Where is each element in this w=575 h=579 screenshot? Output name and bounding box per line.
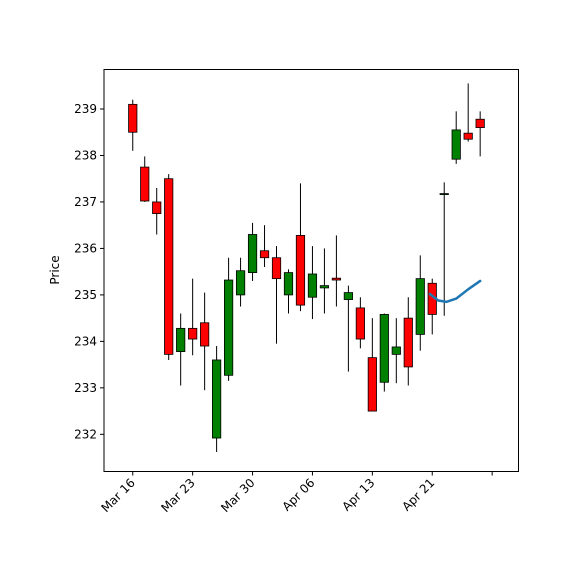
candle-body-13 xyxy=(283,272,294,296)
candle-body-15 xyxy=(307,273,318,298)
series-line-0 xyxy=(428,279,482,304)
x-tick-label-4: Apr 13 xyxy=(339,476,377,514)
candle-body-20 xyxy=(367,357,377,412)
candle-body-5 xyxy=(188,327,198,340)
x-tick-label-1: Mar 23 xyxy=(158,476,197,515)
candle-body-21 xyxy=(379,314,389,383)
candle-body-11 xyxy=(259,250,270,259)
x-tick-label-5: Apr 21 xyxy=(399,476,437,514)
candle-body-24 xyxy=(415,278,425,335)
y-axis-label: Price xyxy=(48,255,62,284)
candle-body-27 xyxy=(451,129,461,160)
y-tick-label-7: 239 xyxy=(74,102,97,116)
candle-body-19 xyxy=(355,307,365,340)
candle-body-7 xyxy=(212,359,222,439)
y-tick-label-6: 238 xyxy=(74,148,97,162)
candle-body-23 xyxy=(403,317,413,368)
candle-body-9 xyxy=(235,270,246,296)
y-tick-label-4: 236 xyxy=(74,241,97,255)
plot-frame xyxy=(103,69,519,472)
y-tick-label-0: 232 xyxy=(74,427,97,441)
candle-body-29 xyxy=(475,118,485,128)
candle-body-2 xyxy=(152,201,162,214)
candle-body-22 xyxy=(391,346,401,355)
candle-body-0 xyxy=(128,103,138,133)
candle-body-1 xyxy=(140,166,150,202)
candle-body-28 xyxy=(463,132,473,140)
candle-body-6 xyxy=(200,322,210,347)
candle-body-8 xyxy=(223,279,234,376)
candle-body-3 xyxy=(164,178,174,355)
y-tick-label-5: 237 xyxy=(74,195,97,209)
candle-body-17 xyxy=(331,277,342,281)
x-tick-label-0: Mar 16 xyxy=(98,476,137,515)
y-tick-label-3: 235 xyxy=(74,288,97,302)
candle-body-26 xyxy=(439,193,449,195)
y-tick-label-2: 234 xyxy=(74,334,97,348)
y-tick-label-1: 233 xyxy=(74,381,97,395)
candle-body-14 xyxy=(295,235,306,306)
candle-body-12 xyxy=(271,257,282,280)
x-tick-label-3: Apr 06 xyxy=(279,476,317,514)
candle-body-16 xyxy=(319,285,330,289)
candle-body-18 xyxy=(343,292,353,300)
candle-body-10 xyxy=(247,234,258,273)
x-tick-label-2: Mar 30 xyxy=(218,476,257,515)
candle-body-4 xyxy=(176,327,186,352)
